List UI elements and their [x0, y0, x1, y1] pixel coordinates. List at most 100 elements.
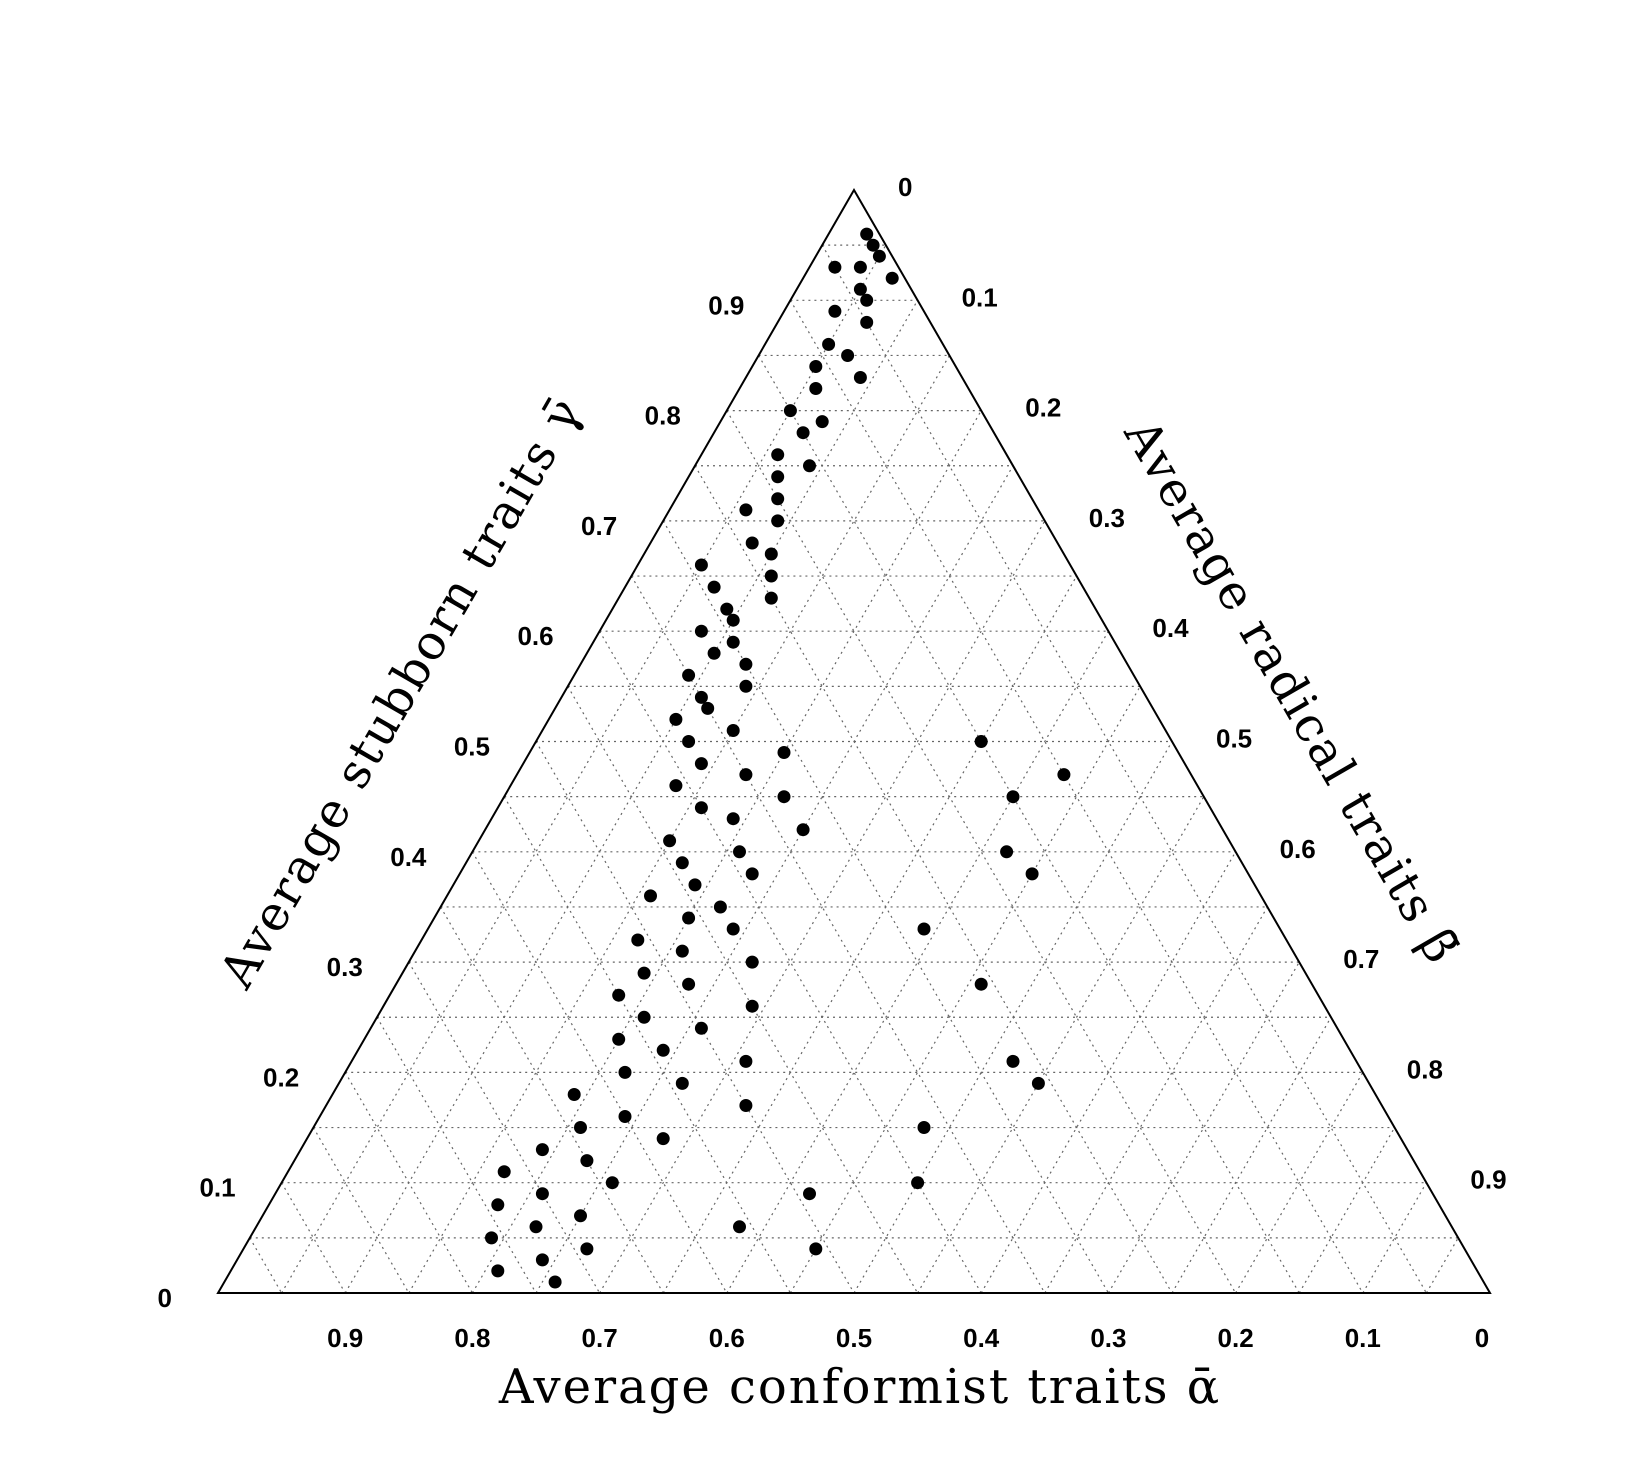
- grid-line: [1425, 1237, 1459, 1294]
- data-point: [491, 1264, 505, 1278]
- data-point: [694, 1021, 708, 1035]
- data-point: [771, 448, 785, 462]
- bottom-tick-label: 0.1: [1345, 1323, 1381, 1353]
- data-point: [694, 558, 708, 572]
- grid-line: [344, 1072, 473, 1294]
- data-point: [637, 966, 651, 980]
- data-point: [885, 271, 899, 285]
- data-point: [771, 492, 785, 506]
- data-point: [574, 1209, 587, 1223]
- data-point: [605, 1176, 619, 1190]
- left-tick-label: 0: [158, 1283, 172, 1313]
- grid-line: [662, 575, 1078, 1294]
- data-point: [739, 503, 753, 517]
- grid-line: [567, 686, 919, 1294]
- right-tick-label: 0.3: [1089, 503, 1125, 533]
- grid-line: [758, 355, 1300, 1294]
- data-point: [853, 282, 867, 296]
- data-point: [726, 635, 740, 649]
- grid-line: [440, 906, 664, 1294]
- data-point: [733, 1220, 746, 1234]
- bottom-tick-label: 0.2: [1218, 1323, 1254, 1353]
- grid-line: [471, 851, 728, 1294]
- triangle-frame: [216, 187, 1492, 1294]
- data-point: [713, 900, 727, 914]
- grid-line: [1044, 906, 1268, 1294]
- data-point: [567, 1088, 581, 1101]
- bottom-tick-label: 0.9: [327, 1323, 363, 1353]
- data-point: [580, 1242, 594, 1256]
- grid-line: [853, 741, 1173, 1294]
- tick-labels: 0 0.1 0.2 0.3 0.4 0.5 0.6 0.7 0.8 0.9 0 0.1 0.2 0.3 0.…: [158, 172, 1507, 1353]
- right-tick-label: 0.8: [1407, 1054, 1443, 1084]
- left-tick-label: 0.6: [517, 621, 553, 651]
- data-point: [783, 404, 797, 418]
- data-point: [535, 1143, 549, 1157]
- bottom-tick-label: 0.5: [836, 1323, 872, 1353]
- data-point: [841, 349, 855, 362]
- data-point: [491, 1198, 505, 1212]
- data-point: [974, 977, 988, 991]
- data-point: [694, 624, 708, 638]
- grid-line: [376, 1016, 537, 1294]
- left-tick-label: 0.1: [199, 1173, 235, 1203]
- bottom-tick-label: 0.8: [454, 1323, 490, 1353]
- data-points: [485, 227, 1071, 1289]
- right-tick-label: 0.9: [1470, 1165, 1506, 1195]
- data-point: [860, 315, 874, 329]
- grid-line: [1298, 1127, 1396, 1294]
- grid-line: [535, 741, 855, 1294]
- left-tick-label: 0.4: [390, 842, 427, 872]
- bottom-tick-label: 0.4: [963, 1323, 1000, 1353]
- data-point: [745, 999, 759, 1013]
- data-point: [682, 911, 696, 925]
- right-tick-label: 0: [898, 172, 912, 202]
- data-point: [866, 238, 880, 252]
- data-point: [682, 977, 696, 991]
- grid-line: [249, 1237, 283, 1294]
- data-point: [739, 679, 753, 693]
- right-tick-label: 0.5: [1216, 724, 1252, 754]
- data-point: [733, 845, 746, 859]
- data-point: [796, 426, 810, 440]
- data-point: [803, 459, 816, 473]
- grid-line: [1235, 1072, 1364, 1294]
- data-point: [860, 293, 874, 307]
- data-point: [745, 867, 759, 881]
- data-point: [701, 701, 715, 715]
- grid-line: [535, 465, 1014, 1294]
- data-point: [535, 1187, 549, 1201]
- data-point: [860, 227, 874, 241]
- data-point: [771, 514, 785, 528]
- data-point: [631, 933, 645, 947]
- data-point: [485, 1231, 498, 1245]
- bottom-axis-title: Average conformist traits ᾱ: [498, 1359, 1221, 1415]
- data-point: [828, 304, 842, 318]
- data-point: [669, 712, 683, 726]
- grid-line: [312, 1127, 410, 1294]
- left-axis-title: Average stubborn traits γ̄: [208, 387, 593, 998]
- left-tick-label: 0.7: [581, 511, 617, 541]
- grid-line: [1107, 961, 1300, 1294]
- grid-line: [726, 630, 1109, 1294]
- data-point: [1000, 845, 1014, 859]
- data-point: [497, 1165, 511, 1179]
- data-point: [548, 1275, 562, 1289]
- data-point: [682, 668, 696, 682]
- data-point: [739, 657, 753, 671]
- data-point: [745, 536, 759, 550]
- data-point: [618, 1065, 632, 1079]
- data-point: [911, 1176, 925, 1190]
- right-tick-label: 0.1: [962, 282, 998, 312]
- data-point: [771, 470, 785, 484]
- grid-line: [1171, 1016, 1332, 1294]
- right-tick-label: 0.4: [1152, 613, 1189, 643]
- data-point: [694, 757, 708, 771]
- data-point: [777, 746, 791, 759]
- grid-line: [694, 465, 1173, 1294]
- right-tick-label: 0.7: [1343, 944, 1379, 974]
- data-point: [809, 382, 823, 395]
- right-axis-title: Average radical traits β̄: [1112, 409, 1471, 974]
- right-tick-label: 0.6: [1280, 834, 1316, 864]
- data-point: [637, 1010, 651, 1024]
